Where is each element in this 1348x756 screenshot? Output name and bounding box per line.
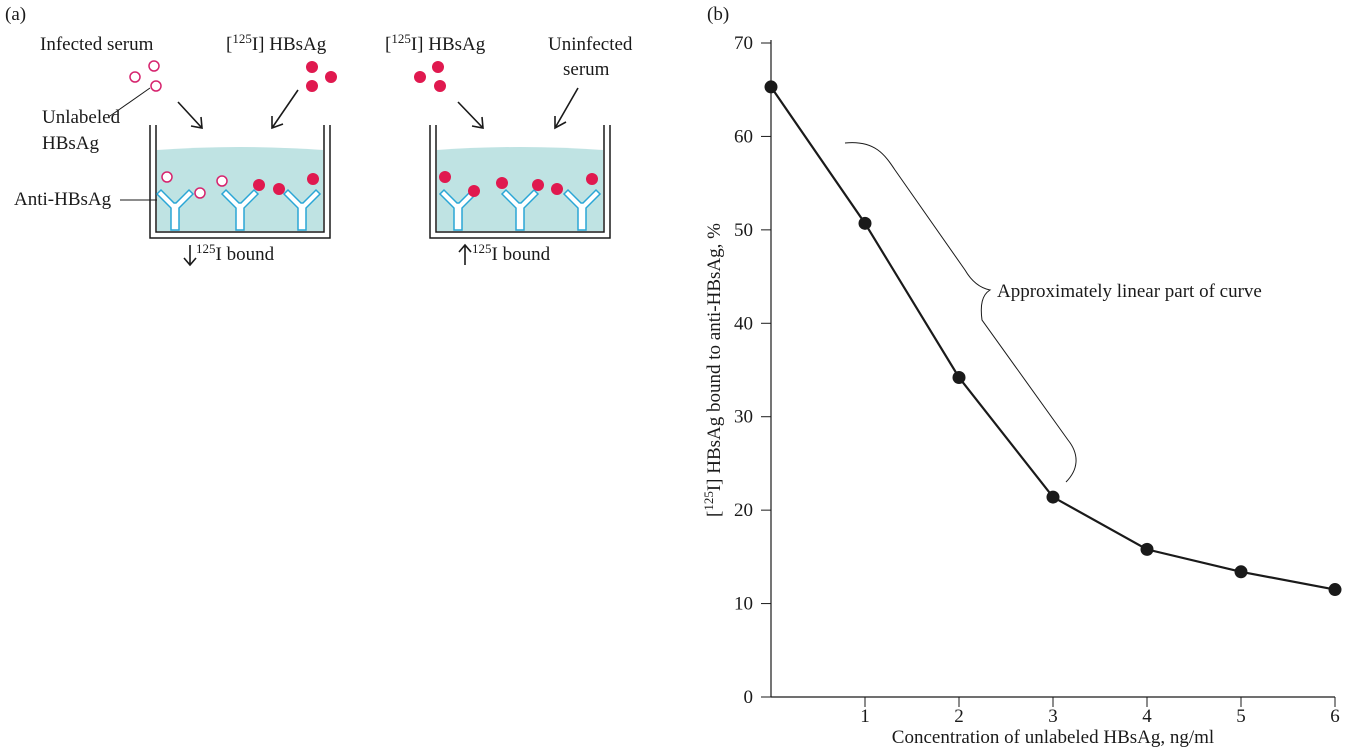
particles	[129, 60, 446, 92]
x-tick-label: 4	[1142, 706, 1152, 727]
beaker	[429, 125, 611, 239]
label: [125I] HBsAg	[385, 31, 486, 55]
y-tick-label: 50	[734, 220, 753, 241]
data-point	[1234, 565, 1248, 579]
label: Infected serum	[40, 34, 154, 55]
data-point	[1140, 542, 1154, 556]
x-tick-label: 2	[954, 706, 964, 727]
annotation: Approximately linear part of curve	[997, 281, 1262, 302]
y-tick-label: 30	[734, 407, 753, 428]
x-axis-label: Concentration of unlabeled HBsAg, ng/ml	[892, 727, 1214, 748]
x-tick-label: 6	[1330, 706, 1340, 727]
label: 125I bound	[472, 241, 551, 265]
label: Anti-HBsAg	[14, 189, 112, 210]
data-point	[952, 370, 966, 384]
y-tick-label: 10	[734, 594, 753, 615]
y-axis-label: [125I] HBsAg bound to anti-HBsAg, %	[701, 223, 725, 517]
y-tick-label: 0	[744, 687, 754, 708]
data-point	[1328, 583, 1342, 597]
brace	[844, 142, 1077, 483]
y-tick-label: 40	[734, 313, 753, 334]
label: 125I bound	[196, 241, 275, 265]
label: Uninfected	[548, 34, 633, 55]
leader	[109, 87, 151, 117]
y-tick-label: 70	[734, 33, 753, 54]
panel-label: (b)	[707, 4, 729, 25]
x-tick-label: 1	[860, 706, 870, 727]
x-tick-label: 5	[1236, 706, 1246, 727]
label: Unlabeled	[42, 107, 121, 128]
beaker	[149, 125, 331, 239]
panel-label: (a)	[5, 4, 26, 25]
y-tick-label: 60	[734, 126, 753, 147]
x-tick-label: 3	[1048, 706, 1058, 727]
label: serum	[563, 59, 610, 80]
label: HBsAg	[42, 133, 100, 154]
y-tick-label: 20	[734, 500, 753, 521]
data-point	[1046, 490, 1060, 504]
data-line	[770, 86, 1336, 591]
arrows	[177, 87, 579, 267]
data-point	[764, 80, 778, 94]
label: [125I] HBsAg	[226, 31, 327, 55]
data-point	[858, 216, 872, 230]
